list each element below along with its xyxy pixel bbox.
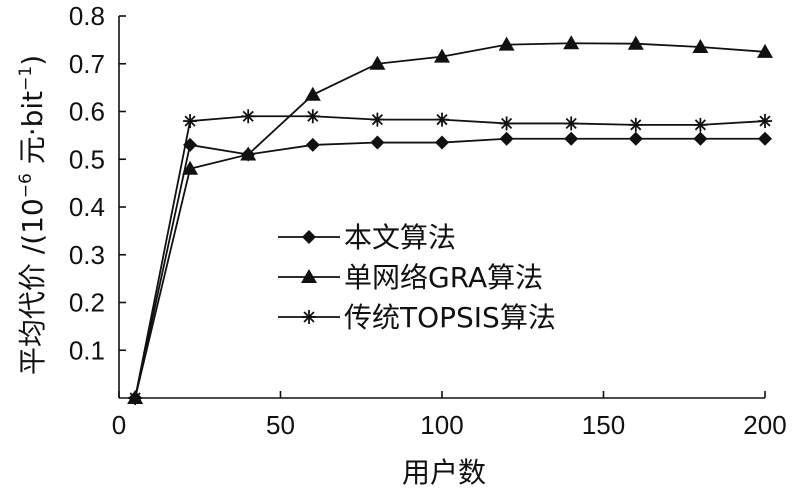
asterisk-point xyxy=(693,117,708,132)
triangle-marker-shape xyxy=(563,35,580,50)
triangle-point xyxy=(757,43,773,58)
diamond-point xyxy=(435,135,449,150)
triangle-marker-shape xyxy=(182,160,199,175)
axes xyxy=(118,16,765,399)
y-tick-label: 0.1 xyxy=(69,335,105,365)
diamond-marker-shape xyxy=(302,230,316,244)
asterisk-point xyxy=(370,112,385,127)
asterisk-marker-stroke xyxy=(371,114,383,126)
diamond-point xyxy=(758,131,772,146)
asterisk-marker-stroke xyxy=(501,117,513,130)
diamond-marker-shape xyxy=(758,131,772,146)
diamond-point xyxy=(499,131,514,146)
diamond-point xyxy=(564,131,579,146)
x-tick-label: 200 xyxy=(743,410,786,440)
triangle-marker-shape xyxy=(369,55,386,70)
triangle-point xyxy=(240,146,257,161)
triangle-marker-shape xyxy=(627,35,644,50)
asterisk-point xyxy=(628,117,643,132)
asterisk-marker-stroke xyxy=(759,115,771,127)
series-triangle xyxy=(127,35,773,404)
diamond-point xyxy=(305,137,320,152)
legend-label: 本文算法 xyxy=(344,221,456,254)
x-tick-label: 50 xyxy=(266,410,295,440)
legend-item: 传统TOPSIS算法 xyxy=(278,301,556,334)
legend-triangle-icon xyxy=(301,269,317,283)
diamond-marker-shape xyxy=(435,135,449,150)
asterisk-marker-stroke xyxy=(565,117,577,130)
triangle-marker-shape xyxy=(757,43,773,58)
y-tick-label: 0.7 xyxy=(69,49,105,79)
asterisk-marker-stroke xyxy=(694,119,706,131)
asterisk-marker-stroke xyxy=(303,311,315,323)
y-axis-title-unit-exp: −1 xyxy=(16,66,36,91)
y-axis-title-close: ) xyxy=(16,55,49,66)
diamond-marker-shape xyxy=(305,137,320,152)
triangle-point xyxy=(369,55,386,70)
asterisk-point xyxy=(435,112,449,127)
diamond-marker-shape xyxy=(564,131,579,146)
triangle-marker-shape xyxy=(692,39,709,54)
asterisk-marker-stroke xyxy=(630,119,642,131)
triangle-point xyxy=(304,86,321,101)
legend-item: 本文算法 xyxy=(278,221,456,254)
y-axis-title-unit: 元·bit xyxy=(16,91,49,173)
triangle-point xyxy=(627,35,644,50)
diamond-point xyxy=(628,131,643,146)
legend-item: 单网络GRA算法 xyxy=(278,261,543,294)
diamond-marker-shape xyxy=(370,135,385,150)
asterisk-marker-stroke xyxy=(129,392,141,404)
triangle-point xyxy=(563,35,580,50)
asterisk-marker-stroke xyxy=(242,110,254,122)
legend-asterisk-icon xyxy=(302,310,316,324)
x-tick-label: 0 xyxy=(112,410,126,440)
asterisk-point xyxy=(128,391,143,405)
series-asterisk xyxy=(128,109,772,405)
diamond-point xyxy=(370,135,385,150)
y-tick-label: 0.3 xyxy=(69,240,105,270)
y-axis-title-main: 平均代价 /(10 xyxy=(16,198,49,375)
y-tick-label: 0.2 xyxy=(69,288,105,318)
y-axis-title: 平均代价 /(10−6 元·bit−1) xyxy=(16,55,49,375)
asterisk-marker-stroke xyxy=(184,115,196,127)
legend-label: 传统TOPSIS算法 xyxy=(344,301,556,334)
diamond-marker-shape xyxy=(693,131,708,146)
diamond-marker-shape xyxy=(499,131,514,146)
asterisk-marker-stroke xyxy=(436,114,448,126)
asterisk-point xyxy=(305,109,320,124)
legend-diamond-icon xyxy=(302,230,316,244)
triangle-marker-shape xyxy=(304,86,321,101)
triangle-point xyxy=(498,36,515,51)
asterisk-point xyxy=(564,116,579,131)
y-tick-label: 0.8 xyxy=(69,1,105,31)
asterisk-marker-stroke xyxy=(307,110,319,122)
x-axis-title: 用户数 xyxy=(402,456,486,489)
triangle-marker-shape xyxy=(240,146,257,161)
asterisk-point xyxy=(758,114,772,129)
series-diamond xyxy=(128,131,772,405)
triangle-point xyxy=(692,39,709,54)
diamond-point xyxy=(693,131,708,146)
x-tick-label: 100 xyxy=(420,410,463,440)
triangle-marker-shape xyxy=(434,48,450,63)
series-layer xyxy=(127,35,773,405)
y-tick-label: 0.5 xyxy=(69,144,105,174)
asterisk-point xyxy=(499,116,514,131)
triangle-marker-shape xyxy=(498,36,515,51)
diamond-marker-shape xyxy=(628,131,643,146)
asterisk-point xyxy=(183,114,198,129)
triangle-point xyxy=(434,48,450,63)
y-axis-title-exp: −6 xyxy=(16,173,36,198)
y-tick-label: 0.6 xyxy=(69,97,105,127)
ticks: 0 50 100 150 200 0.1 0.2 0.3 0.4 0.5 0.6 0.7 0.8 xyxy=(69,1,787,440)
x-tick-label: 150 xyxy=(582,410,625,440)
triangle-point xyxy=(182,160,199,175)
y-tick-label: 0.4 xyxy=(69,192,105,222)
legend-label: 单网络GRA算法 xyxy=(344,261,543,294)
triangle-marker-shape xyxy=(301,269,317,283)
asterisk-point xyxy=(241,109,256,124)
